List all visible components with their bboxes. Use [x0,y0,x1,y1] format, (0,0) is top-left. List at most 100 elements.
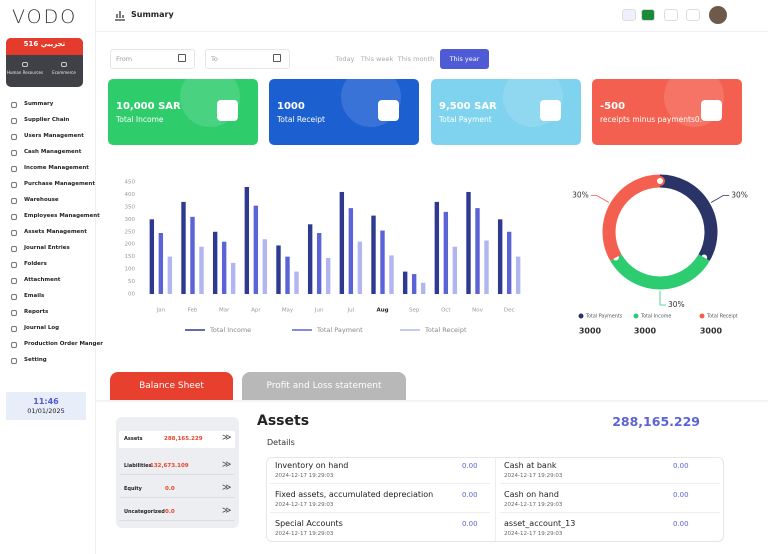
date-input[interactable] [110,49,195,69]
detail-date: 2024-12-17 19:29:03 [504,502,563,508]
segment-end-dot [655,176,665,186]
detail-amount: 0.00 [462,462,478,470]
detail-date: 2024-12-17 19:29:03 [275,531,334,537]
bar [357,241,363,294]
card-icon [701,100,722,121]
menu-item[interactable]: Employees Management [24,213,100,219]
legend-label: Total Payment [316,326,363,334]
page-title: Summary [131,10,174,19]
bar [389,255,394,294]
detail-separator [270,512,490,513]
whatsapp-button[interactable] [686,9,700,21]
bar [484,240,489,294]
menu-item[interactable]: Journal Log [24,325,60,331]
pie-segment [602,174,661,261]
detail-name: Special Accounts [275,519,343,528]
bar [348,208,354,294]
legend-label: Total Income [640,314,671,320]
module-label[interactable]: Human Resources [6,70,44,75]
menu-item[interactable]: Attachment [24,277,61,283]
date-input[interactable] [205,49,290,69]
detail-amount: 0.00 [673,491,689,499]
menu-item[interactable]: Setting [24,357,47,363]
bar [420,282,426,294]
stats-button[interactable] [664,9,678,21]
clock-date: 01/01/2025 [27,407,65,415]
menu-item[interactable]: Income Management [24,165,89,171]
menu-item[interactable]: Cash Management [24,149,82,155]
y-tick-label: 250 [125,229,136,235]
menu-item[interactable]: Users Management [24,133,84,139]
menu-item[interactable]: Summary [24,101,54,107]
detail-date: 2024-12-17 19:29:03 [275,502,334,508]
summary-icon [115,11,125,21]
period-button[interactable]: This year [440,49,489,69]
pie-value-label: 30% [731,191,748,200]
card-label: Total Receipt [277,115,325,124]
menu-icon [11,214,17,220]
legend-dot [699,313,705,319]
bar [158,233,164,294]
bar [497,219,503,294]
menu-item[interactable]: Journal Entries [24,245,70,251]
detail-name: Fixed assets, accumulated depreciation [275,490,434,499]
account-row[interactable] [119,504,235,521]
bar [466,191,471,294]
legend-total: 3000 [700,327,723,336]
topbar [96,0,768,32]
period-button[interactable]: This month [397,55,435,63]
account-row[interactable] [119,481,235,498]
account-name: Assets [124,436,143,442]
menu-item[interactable]: Supplier Chain [24,117,70,123]
y-tick-label: 450 [125,180,136,186]
company-badge-bg [6,38,83,55]
bar [307,224,313,294]
leader-line [659,291,666,306]
expand-icon[interactable]: ≫ [222,433,232,443]
tab-underline [96,400,768,402]
bar [506,231,512,294]
period-button[interactable]: This week [360,55,394,63]
language-en[interactable] [622,9,636,21]
stat-card [108,79,258,145]
bar [475,208,480,294]
bar [371,215,376,294]
menu-item[interactable]: Folders [24,261,47,267]
pie-value-label: 30% [572,191,589,200]
menu-item[interactable]: Purchase Management [24,181,95,187]
details-box [266,457,724,542]
menu-item[interactable]: Emails [24,293,45,299]
account-row[interactable] [119,458,235,475]
menu-item[interactable]: Assets Management [24,229,87,235]
menu-item[interactable]: Production Order Manger [24,341,103,347]
x-tick-label: Feb [188,308,198,314]
logo[interactable]: VODO [12,6,78,28]
x-tick-label: Jan [156,308,166,314]
period-button[interactable]: Today [335,55,355,63]
avatar[interactable] [709,6,727,24]
menu-item[interactable]: Reports [24,309,49,315]
calendar-icon [178,54,186,62]
expand-icon[interactable]: ≫ [222,483,232,493]
x-tick-label: Apr [251,308,261,314]
expand-icon[interactable]: ≫ [222,506,232,516]
pie-segment [659,174,718,261]
account-row[interactable] [119,431,235,448]
menu-item[interactable]: Warehouse [24,197,59,203]
expand-icon[interactable]: ≫ [222,460,232,470]
detail-date: 2024-12-17 19:29:03 [275,473,334,479]
tab[interactable]: Profit and Loss statement [242,372,406,400]
company-card[interactable] [6,38,83,87]
menu-icon [11,166,17,172]
y-tick-label: 200 [125,242,136,248]
tab[interactable]: Balance Sheet [110,372,233,400]
leader-line [590,195,610,203]
menu-icon [11,358,17,364]
details-divider [495,458,496,541]
language-ar[interactable] [641,9,655,21]
card-value: 10,000 SAR [116,101,181,112]
company-badge[interactable]: تجريبي 516 [23,40,66,48]
module-label[interactable]: Ecommerce [52,70,76,75]
